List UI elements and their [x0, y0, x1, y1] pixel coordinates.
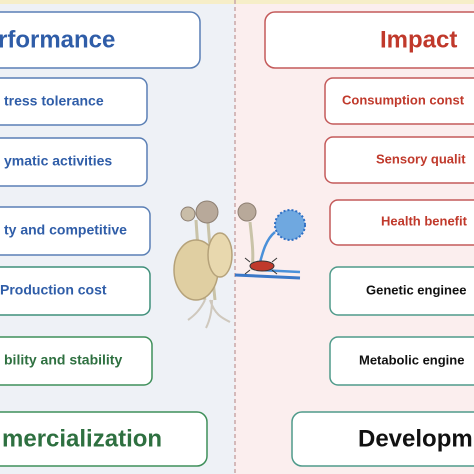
footer-text: mercialization: [2, 425, 162, 452]
item-box: [0, 77, 148, 126]
item-box: [0, 266, 151, 316]
item-text: ymatic activities: [4, 153, 112, 169]
item-box: [324, 77, 474, 125]
item-box: [0, 336, 153, 386]
item-text: tress tolerance: [4, 93, 104, 109]
item-box: [0, 137, 148, 187]
item-box: [0, 206, 151, 256]
item-box: [324, 136, 474, 184]
item-text: Sensory qualit: [376, 151, 466, 166]
footer-box: [0, 411, 208, 467]
footer-box: [291, 411, 474, 467]
item-box: [329, 336, 474, 386]
item-text: Genetic enginee: [366, 282, 466, 297]
footer-text: Developm: [358, 425, 473, 452]
header-box: [264, 11, 474, 69]
header-text: Impact: [380, 26, 457, 53]
item-box: [329, 199, 474, 246]
top-strip: [0, 0, 474, 4]
item-text: ty and competitive: [4, 222, 127, 238]
item-text: Metabolic engine: [359, 352, 464, 367]
item-box: [329, 266, 474, 316]
item-text: Consumption const: [342, 92, 465, 107]
fungi-illustration: [173, 200, 306, 329]
item-text: Production cost: [0, 282, 107, 298]
item-text: Health benefit: [381, 213, 468, 228]
header-text: rformance: [0, 26, 115, 53]
item-text: bility and stability: [4, 352, 122, 368]
header-box: [0, 11, 201, 69]
